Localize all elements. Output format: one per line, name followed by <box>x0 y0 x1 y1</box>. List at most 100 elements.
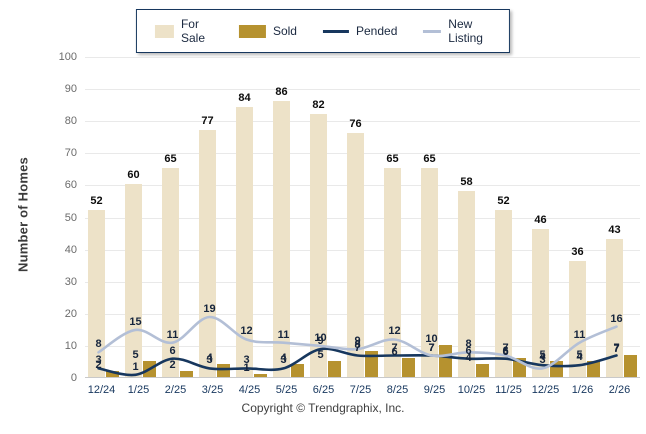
x-axis-label: 2/25 <box>164 384 187 396</box>
bar-for-sale <box>235 107 253 377</box>
label-new-listing: 7 <box>502 341 509 354</box>
bar-label-for-sale: 58 <box>460 175 473 188</box>
y-tick-label: 10 <box>64 339 77 352</box>
label-sold: 4 <box>206 352 213 365</box>
label-pended: 6 <box>465 344 472 357</box>
y-tick-label: 100 <box>58 51 77 63</box>
label-new-listing: 8 <box>95 338 102 351</box>
bar-label-for-sale: 46 <box>534 214 547 227</box>
gridline <box>85 121 640 123</box>
label-pended: 3 <box>95 354 102 367</box>
label-pended: 7 <box>391 341 398 354</box>
x-axis-label: 7/25 <box>349 384 372 396</box>
label-pended: 3 <box>206 354 213 367</box>
label-pended: 6 <box>169 344 176 357</box>
bar-sold <box>290 364 304 377</box>
legend-item-pended: Pended <box>322 24 398 38</box>
label-new-listing: 16 <box>610 312 623 325</box>
label-pended: 9 <box>317 335 324 348</box>
gridline <box>85 57 640 58</box>
label-pended: 6 <box>502 344 509 357</box>
label-sold: 4 <box>280 352 287 365</box>
label-sold: 6 <box>502 345 509 358</box>
bar-for-sale <box>346 133 364 377</box>
legend-label: Sold <box>272 24 297 38</box>
plot-area: 52 8 3 2 60 15 1 5 65 11 6 2 77 19 3 4 84 12 3 1 86 11 3 4 82 10 9… <box>85 57 640 378</box>
legend-swatch-sold-icon <box>238 24 266 38</box>
legend-label: For Sale <box>180 17 206 45</box>
bar-label-for-sale: 52 <box>497 195 510 208</box>
y-tick-label: 90 <box>64 83 77 96</box>
label-new-listing: 11 <box>277 328 290 341</box>
x-axis-label: 5/25 <box>275 384 298 396</box>
label-sold: 1 <box>243 361 250 374</box>
legend-item-sold: Sold <box>238 24 297 38</box>
label-new-listing: 19 <box>203 303 216 315</box>
bar-sold <box>105 370 119 377</box>
label-sold: 6 <box>391 345 398 358</box>
label-new-listing: 9 <box>354 335 361 348</box>
bar-sold <box>475 364 489 377</box>
bar-label-for-sale: 77 <box>201 114 214 127</box>
bar-for-sale <box>420 168 438 377</box>
label-new-listing: 12 <box>240 325 253 338</box>
label-pended: 7 <box>428 341 435 354</box>
label-pended: 4 <box>539 351 546 364</box>
label-sold: 2 <box>95 358 102 371</box>
bar-for-sale <box>531 229 549 377</box>
label-new-listing: 12 <box>388 325 401 338</box>
label-sold: 5 <box>317 348 324 361</box>
legend-swatch-pended-icon <box>322 29 349 33</box>
bar-sold <box>586 360 600 377</box>
bar-sold <box>179 370 193 377</box>
y-tick-label: 80 <box>64 115 77 128</box>
label-pended: 7 <box>354 341 361 354</box>
bar-sold <box>401 357 415 377</box>
y-tick-label: 60 <box>64 179 77 192</box>
gridline <box>85 89 640 91</box>
bar-for-sale <box>494 210 512 377</box>
x-axis-label: 11/25 <box>495 384 522 396</box>
label-sold: 8 <box>354 339 361 352</box>
bar-sold <box>438 344 452 377</box>
label-pended: 3 <box>280 354 287 367</box>
label-sold: 7 <box>613 342 620 355</box>
bar-label-for-sale: 86 <box>275 85 288 98</box>
x-axis-label: 6/25 <box>312 384 335 396</box>
label-new-listing: 10 <box>314 331 327 344</box>
line-new-listing <box>97 315 618 370</box>
x-axis-label: 12/25 <box>531 384 560 396</box>
label-new-listing: 11 <box>166 328 179 341</box>
label-new-listing: 15 <box>129 315 142 328</box>
legend-swatch-for-sale-icon <box>154 24 174 38</box>
label-pended: 7 <box>613 341 620 354</box>
bar-label-for-sale: 84 <box>238 92 251 105</box>
label-sold: 5 <box>576 348 583 361</box>
y-tick-label: 20 <box>64 307 77 320</box>
bar-for-sale <box>605 238 623 377</box>
label-pended: 4 <box>576 351 583 364</box>
label-sold: 10 <box>425 332 438 345</box>
y-tick-label: 30 <box>64 275 77 288</box>
x-axis-label: 4/25 <box>238 384 261 396</box>
bar-for-sale <box>383 168 401 377</box>
bar-label-for-sale: 65 <box>423 153 436 166</box>
bar-label-for-sale: 43 <box>608 223 621 236</box>
bar-label-for-sale: 82 <box>312 98 325 111</box>
bar-for-sale <box>457 190 475 377</box>
bar-label-for-sale: 65 <box>386 153 399 166</box>
x-axis-label: 3/25 <box>201 384 224 396</box>
x-axis-label: 2/26 <box>608 384 631 396</box>
label-sold: 2 <box>169 358 176 371</box>
bar-sold <box>327 360 341 377</box>
legend-label: Pended <box>355 24 398 38</box>
label-sold: 4 <box>465 352 472 365</box>
label-sold: 5 <box>539 348 546 361</box>
x-axis-label: 9/25 <box>423 384 446 396</box>
bar-for-sale <box>272 100 290 377</box>
bar-for-sale <box>309 113 327 377</box>
label-pended: 1 <box>132 360 139 373</box>
legend-label: New Listing <box>448 17 483 45</box>
y-tick-label: 0 <box>70 372 77 384</box>
